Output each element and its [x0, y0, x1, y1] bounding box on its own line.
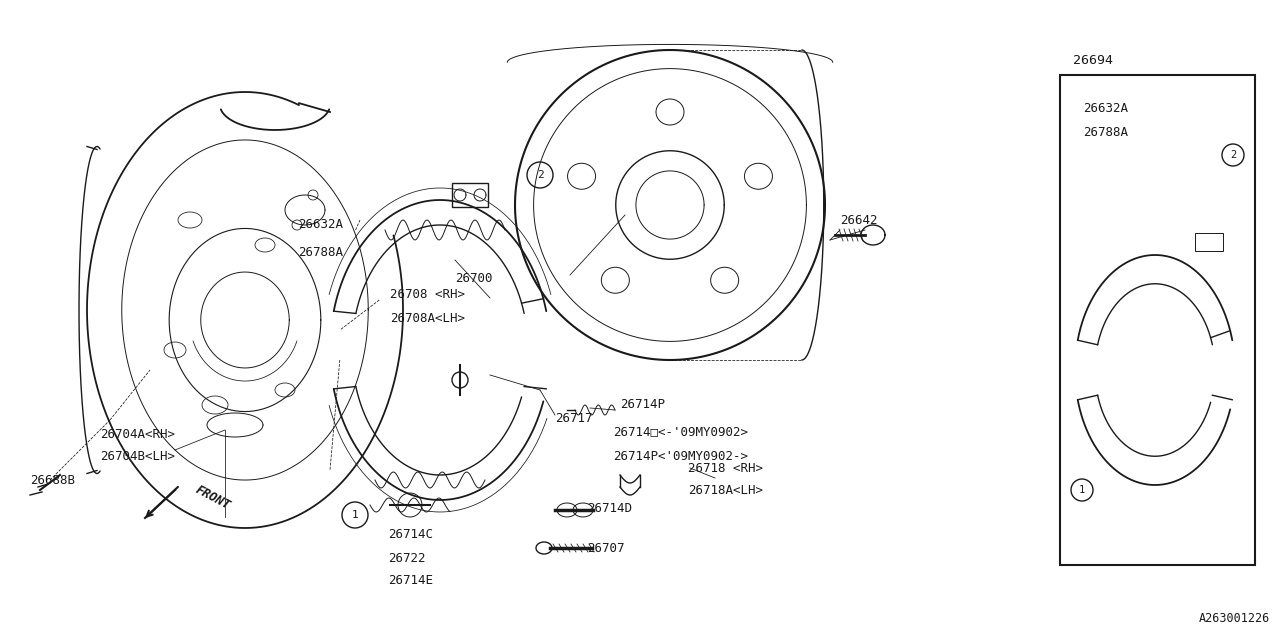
Text: 26688B: 26688B — [29, 474, 76, 486]
Text: 2: 2 — [536, 170, 544, 180]
Text: 26708A<LH>: 26708A<LH> — [390, 312, 465, 324]
Text: 26788A: 26788A — [1083, 125, 1128, 138]
Bar — [452, 183, 488, 207]
Text: 26642: 26642 — [840, 214, 878, 227]
Text: 26632A: 26632A — [1083, 102, 1128, 115]
Text: 1: 1 — [352, 510, 358, 520]
Text: 26718A<LH>: 26718A<LH> — [689, 483, 763, 497]
Text: 26718 <RH>: 26718 <RH> — [689, 461, 763, 474]
Text: A263001226: A263001226 — [1199, 612, 1270, 625]
Bar — [1060, 75, 1254, 565]
Bar — [1196, 233, 1222, 251]
Text: 26722: 26722 — [388, 552, 425, 564]
Text: 26714C: 26714C — [388, 529, 433, 541]
Text: 26714P: 26714P — [620, 399, 666, 412]
Text: 1: 1 — [1079, 485, 1085, 495]
Text: 26714E: 26714E — [388, 573, 433, 586]
Text: 26704B<LH>: 26704B<LH> — [100, 451, 175, 463]
Text: 2: 2 — [1230, 150, 1236, 160]
Text: 26700: 26700 — [454, 271, 493, 285]
Text: 26694: 26694 — [1073, 54, 1114, 67]
Text: 26632A: 26632A — [298, 218, 343, 232]
Text: 26707: 26707 — [588, 541, 625, 554]
Text: 26717: 26717 — [556, 412, 593, 424]
Text: 26714P<'09MY0902->: 26714P<'09MY0902-> — [613, 449, 748, 463]
Text: 26714□<-'09MY0902>: 26714□<-'09MY0902> — [613, 426, 748, 438]
Text: 26788A: 26788A — [298, 246, 343, 259]
Text: 26708 <RH>: 26708 <RH> — [390, 289, 465, 301]
Text: 26714D: 26714D — [588, 502, 632, 515]
Text: 26704A<RH>: 26704A<RH> — [100, 429, 175, 442]
Text: FRONT: FRONT — [193, 483, 232, 513]
